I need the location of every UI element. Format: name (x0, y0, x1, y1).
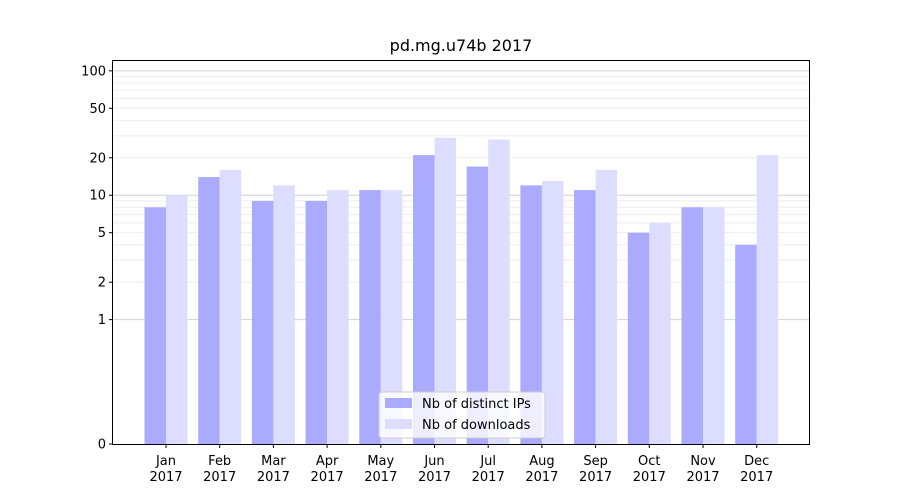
y-tick-label: 2 (98, 276, 106, 291)
x-axis: Jan 2017 Feb 2017 Mar 2017 Apr 2017 May 2017 Jun 20… (149, 444, 773, 485)
bar-distinct-ips-may (359, 190, 381, 444)
bar-distinct-ips-feb (198, 177, 220, 444)
x-tick-label-dec: Dec 2017 (740, 454, 773, 485)
bar-downloads-apr (327, 190, 349, 444)
legend-swatch (385, 398, 412, 408)
bar-distinct-ips-jul (466, 166, 489, 444)
legend-box (378, 391, 546, 439)
bars (144, 137, 779, 445)
bar-downloads-feb (219, 169, 242, 444)
y-tick-label: 1 (98, 313, 106, 328)
y-tick-label: 100 (81, 64, 106, 79)
bar-downloads-may (380, 190, 403, 444)
x-tick-label-oct: Oct 2017 (633, 454, 666, 485)
y-tick-label: 10 (89, 189, 106, 204)
x-tick-label-nov: Nov 2017 (686, 454, 719, 485)
bar-downloads-jun (434, 137, 456, 445)
x-tick-label-feb: Feb 2017 (203, 454, 236, 485)
x-tick-label-apr: Apr 2017 (311, 454, 344, 485)
bar-downloads-aug (541, 181, 564, 444)
legend-label: Nb of distinct IPs (422, 397, 531, 412)
legend-swatch (385, 419, 412, 429)
bar-downloads-oct (649, 222, 671, 444)
bar-distinct-ips-oct (627, 232, 650, 444)
bar-downloads-nov (703, 207, 725, 444)
x-tick-label-jun: Jun 2017 (418, 454, 451, 485)
bar-distinct-ips-aug (520, 185, 542, 444)
bar-downloads-jul (488, 139, 510, 444)
bar-distinct-ips-dec (735, 244, 757, 444)
y-tick-label: 5 (98, 226, 106, 241)
bar-downloads-sep (595, 169, 618, 444)
bar-distinct-ips-mar (251, 200, 274, 444)
y-axis: 0 1 2 5 10 20 50 100 (81, 64, 113, 453)
bar-downloads-dec (756, 155, 779, 444)
x-tick-label-mar: Mar 2017 (257, 454, 290, 485)
x-tick-label-jul: Jul 2017 (472, 454, 505, 485)
bar-distinct-ips-sep (574, 190, 596, 444)
bar-distinct-ips-jun (413, 155, 435, 444)
y-tick-label: 20 (89, 151, 106, 166)
x-tick-label-may: May 2017 (364, 454, 397, 485)
plot-frame (112, 60, 810, 445)
legend: Nb of distinct IPs Nb of downloads (378, 391, 546, 439)
bar-downloads-jan (166, 195, 188, 444)
bar-downloads-mar (273, 185, 295, 444)
x-tick-label-sep: Sep 2017 (579, 454, 612, 485)
bar-distinct-ips-apr (305, 200, 328, 444)
x-tick-label-aug: Aug 2017 (525, 454, 558, 485)
legend-label: Nb of downloads (422, 418, 531, 433)
x-tick-label-jan: Jan 2017 (149, 454, 182, 485)
chart-title: pd.mg.u74b 2017 (390, 36, 533, 55)
bar-distinct-ips-nov (681, 207, 703, 444)
y-tick-label: 0 (98, 438, 106, 453)
y-tick-label: 50 (89, 102, 106, 117)
bar-distinct-ips-jan (144, 207, 166, 444)
